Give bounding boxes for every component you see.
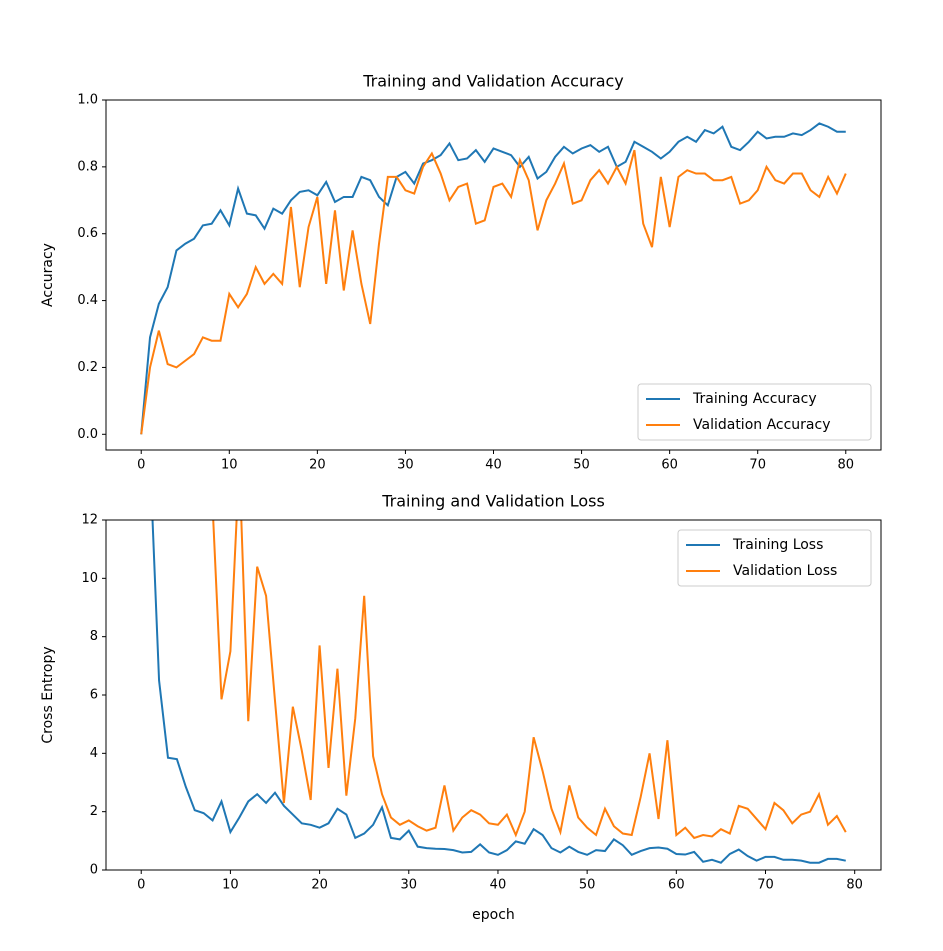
- legend-frame: [637, 383, 872, 441]
- x-tick-label: 40: [490, 878, 507, 893]
- y-tick-label: 4: [90, 746, 98, 761]
- y-tick-label: 1.0: [77, 93, 98, 108]
- x-tick-label: 50: [579, 878, 596, 893]
- x-tick-label: 60: [661, 458, 678, 473]
- legend: Training Accuracy Validation Accuracy: [637, 383, 872, 441]
- legend-label: Training Accuracy: [692, 391, 817, 407]
- y-axis-label: Accuracy: [40, 243, 56, 307]
- x-tick-label: 10: [222, 878, 239, 893]
- x-tick-label: 30: [397, 458, 414, 473]
- x-tick-label: 20: [311, 878, 328, 893]
- x-tick-label: 40: [485, 458, 502, 473]
- x-tick-label: 80: [837, 458, 854, 473]
- y-tick-label: 0.6: [77, 226, 98, 241]
- y-tick-label: 0.2: [77, 360, 98, 375]
- y-tick-label: 0.4: [77, 293, 98, 308]
- chart: 0 10 20 30 40 50 60 70 80 0.0 0.2 0.4 0.6 0.8 1.0 Train…: [40, 72, 882, 473]
- series-line: [212, 520, 847, 840]
- x-tick-label: 10: [221, 458, 238, 473]
- y-tick-label: 0.8: [77, 159, 98, 174]
- x-tick-label: 70: [757, 878, 774, 893]
- y-tick-label: 10: [81, 571, 98, 586]
- y-tick-label: 8: [90, 629, 98, 644]
- y-axis-label: Cross Entropy: [40, 646, 56, 743]
- legend-label: Validation Loss: [733, 563, 837, 579]
- x-tick-label: 0: [137, 878, 145, 893]
- x-tick-label: 70: [749, 458, 766, 473]
- series-line: [151, 520, 846, 864]
- legend-frame: [677, 529, 872, 587]
- x-tick-label: 60: [668, 878, 685, 893]
- y-tick-label: 6: [90, 688, 98, 703]
- legend-label: Training Loss: [732, 537, 823, 553]
- chart: 0 10 20 30 40 50 60 70 80 0 2 4 6 8 10 12 Training and V…: [40, 492, 882, 923]
- y-tick-label: 2: [90, 804, 98, 819]
- legend-label: Validation Accuracy: [693, 417, 831, 433]
- y-tick-label: 0.0: [77, 427, 98, 442]
- y-tick-label: 12: [81, 513, 98, 528]
- series-line: [140, 149, 847, 435]
- plot-frame: [105, 99, 882, 451]
- chart-title: Training and Validation Loss: [381, 492, 605, 511]
- x-tick-label: 30: [401, 878, 418, 893]
- x-tick-label: 50: [573, 458, 590, 473]
- x-tick-label: 80: [846, 878, 863, 893]
- x-axis-label: epoch: [472, 907, 515, 923]
- chart-title: Training and Validation Accuracy: [362, 72, 624, 91]
- legend: Training Loss Validation Loss: [677, 529, 872, 587]
- plot-frame: [105, 519, 882, 871]
- y-tick-label: 0: [90, 863, 98, 878]
- x-tick-label: 0: [137, 458, 145, 473]
- series-line: [140, 122, 846, 435]
- x-tick-label: 20: [309, 458, 326, 473]
